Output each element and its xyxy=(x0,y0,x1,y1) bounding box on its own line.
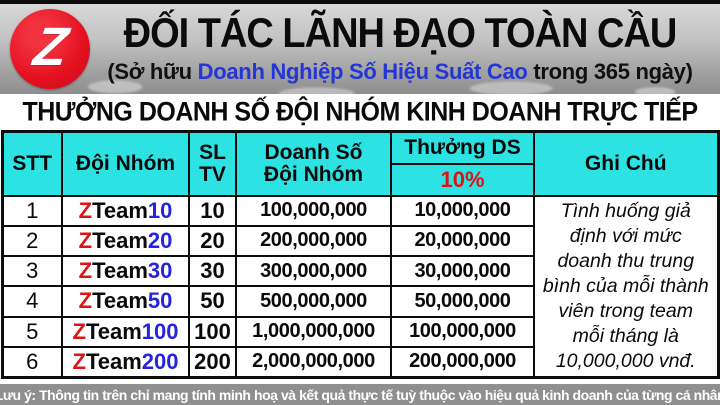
revenue-cell: 300,000,000 xyxy=(235,254,392,288)
team-number: 200 xyxy=(141,348,179,374)
z-logo-icon: Z xyxy=(10,9,90,89)
col-header-revenue-line2: Đội Nhóm xyxy=(263,162,364,186)
stt-cell: 1 xyxy=(1,194,63,227)
team-number: 30 xyxy=(147,258,173,284)
bonus-cell: 30,000,000 xyxy=(390,254,535,288)
col-header-tv: TV xyxy=(199,162,226,186)
stt-cell: 3 xyxy=(1,254,63,288)
team-cell: ZTeam50 xyxy=(61,285,190,318)
col-header-note: Ghi Chú xyxy=(533,130,719,197)
revenue-cell: 500,000,000 xyxy=(235,285,392,318)
bonus-rate-header: 10% xyxy=(390,162,535,197)
col-header-sl: SL xyxy=(199,140,226,164)
team-cell: ZTeam200 xyxy=(61,345,190,379)
bonus-cell: 200,000,000 xyxy=(390,345,535,379)
table-header: STT Đội Nhóm SL TV Doanh Số Đội Nhóm Thư… xyxy=(1,130,719,197)
team-word: Team xyxy=(92,227,148,253)
members-cell: 30 xyxy=(188,254,237,288)
team-z-letter: Z xyxy=(78,258,93,284)
team-z-letter: Z xyxy=(78,197,93,223)
team-number: 50 xyxy=(147,288,173,314)
table-body: 1 ZTeam10 10 100,000,000 10,000,000 Tình… xyxy=(1,194,719,379)
revenue-cell: 1,000,000,000 xyxy=(235,315,392,348)
revenue-cell: 200,000,000 xyxy=(235,224,392,258)
world-map-silhouette xyxy=(0,66,720,94)
col-header-team: Đội Nhóm xyxy=(61,130,190,197)
members-cell: 10 xyxy=(188,194,237,227)
z-logo-letter: Z xyxy=(29,17,71,77)
col-header-stt: STT xyxy=(1,130,63,197)
note-cell: Tình huống giả định với mức doanh thu tr… xyxy=(533,194,719,378)
table-row: 1 ZTeam10 10 100,000,000 10,000,000 Tình… xyxy=(1,194,719,378)
revenue-cell: 100,000,000 xyxy=(235,194,392,227)
bonus-table: STT Đội Nhóm SL TV Doanh Số Đội Nhóm Thư… xyxy=(0,130,720,379)
stt-cell: 6 xyxy=(1,345,63,379)
footer-bar: (Lưu ý: Thông tin trên chỉ mang tính min… xyxy=(0,384,720,405)
team-word: Team xyxy=(92,258,148,284)
members-cell: 50 xyxy=(188,285,237,318)
team-z-letter: Z xyxy=(72,318,86,344)
bonus-cell: 100,000,000 xyxy=(390,315,535,348)
members-cell: 100 xyxy=(188,315,237,348)
subtitle-prefix: (Sở hữu xyxy=(107,58,198,84)
team-cell: ZTeam30 xyxy=(61,254,190,288)
bonus-cell: 20,000,000 xyxy=(390,224,535,258)
team-cell: ZTeam20 xyxy=(61,224,190,258)
header: Z ĐỐI TÁC LÃNH ĐẠO TOÀN CẦU (Sở hữu Doan… xyxy=(0,4,720,94)
col-header-revenue: Doanh Số Đội Nhóm xyxy=(235,130,392,197)
team-word: Team xyxy=(92,197,148,223)
footer-disclaimer: (Lưu ý: Thông tin trên chỉ mang tính min… xyxy=(0,386,720,403)
team-word: Team xyxy=(85,318,142,344)
subtitle-highlight: Doanh Nghiệp Số Hiệu Suất Cao xyxy=(197,58,528,84)
members-cell: 200 xyxy=(188,345,237,379)
team-z-letter: Z xyxy=(72,348,86,374)
subtitle-suffix: trong 365 ngày) xyxy=(527,58,693,84)
team-z-letter: Z xyxy=(78,288,93,314)
bonus-cell: 10,000,000 xyxy=(390,194,535,227)
bonus-cell: 50,000,000 xyxy=(390,285,535,318)
table-row: 6 ZTeam200 200 2,000,000,000 200,000,000 xyxy=(1,345,718,379)
page-title: ĐỐI TÁC LÃNH ĐẠO TOÀN CẦU xyxy=(123,10,678,58)
revenue-cell: 2,000,000,000 xyxy=(235,345,392,379)
team-number: 20 xyxy=(147,227,173,253)
team-cell: ZTeam10 xyxy=(61,194,190,227)
header-text-block: ĐỐI TÁC LÃNH ĐẠO TOÀN CẦU (Sở hữu Doanh … xyxy=(90,4,710,94)
stt-cell: 4 xyxy=(1,285,63,318)
members-cell: 20 xyxy=(188,224,237,258)
col-header-bonus: Thưởng DS xyxy=(390,130,535,165)
team-number: 100 xyxy=(141,318,179,344)
team-cell: ZTeam100 xyxy=(61,315,190,348)
col-header-sl-tv: SL TV xyxy=(188,130,237,197)
stt-cell: 2 xyxy=(1,224,63,258)
stt-cell: 5 xyxy=(1,315,63,348)
col-header-revenue-line1: Doanh Số xyxy=(264,140,363,164)
section-title: THƯỞNG DOANH SỐ ĐỘI NHÓM KINH DOANH TRỰC… xyxy=(22,96,698,127)
team-number: 10 xyxy=(147,197,173,223)
team-z-letter: Z xyxy=(78,227,93,253)
team-word: Team xyxy=(85,348,142,374)
section-title-bar: THƯỞNG DOANH SỐ ĐỘI NHÓM KINH DOANH TRỰC… xyxy=(0,94,720,130)
page-subtitle: (Sở hữu Doanh Nghiệp Số Hiệu Suất Cao tr… xyxy=(107,58,693,85)
team-word: Team xyxy=(92,288,148,314)
